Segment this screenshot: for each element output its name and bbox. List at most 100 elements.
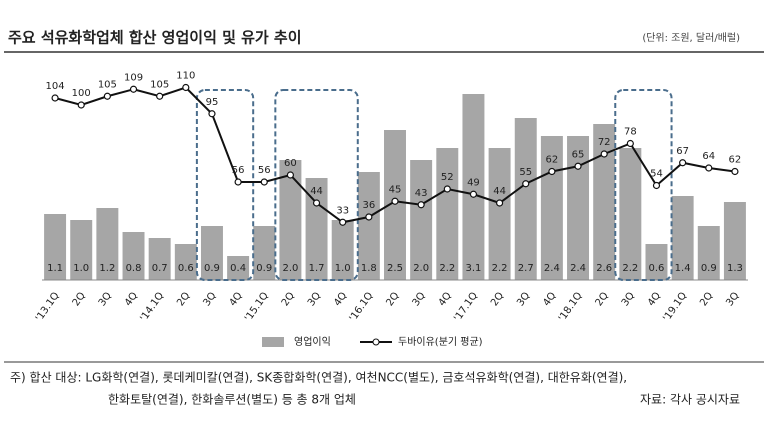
line-marker [652,181,661,190]
bar [410,160,433,280]
line-label: 56 [232,165,245,176]
bar [70,220,93,280]
line-label: 43 [415,188,428,199]
x-tick-label: 4Q [332,290,349,308]
x-tick-label: '16.1Q [348,290,376,323]
x-tick-label: 2Q [489,290,506,308]
highlight-box [195,89,255,281]
line-label: 36 [362,200,375,211]
bar-label: 2.2 [439,263,455,274]
bar-label: 0.7 [152,263,168,274]
line-marker [391,197,399,205]
bar-label: 1.3 [727,263,743,274]
x-tick-label: 3Q [724,290,741,308]
line-marker [417,201,425,209]
bar [567,136,590,280]
x-tick-label: 2Q [175,290,192,308]
bar-label: 2.2 [622,263,638,274]
line-marker [286,171,295,179]
line-label: 60 [284,158,297,169]
bar [305,178,328,280]
line-marker [208,110,216,118]
line-marker [705,164,713,172]
bar-label: 3.1 [465,263,481,274]
line-label: 44 [310,186,323,197]
bar [540,136,563,280]
line-label: 64 [702,151,715,162]
bar [148,238,171,280]
bar [44,214,67,280]
bar [253,226,276,280]
legend-swatch [262,337,284,347]
line-label: 104 [46,81,65,92]
bar-label: 0.4 [230,263,246,274]
bar-label: 2.4 [570,263,586,274]
x-tick-label: 4Q [541,290,558,308]
bar-label: 1.1 [47,263,63,274]
line-label: 105 [150,79,169,90]
bar-label: 1.0 [73,263,89,274]
x-tick-label: 4Q [646,290,663,308]
x-tick-label: 2Q [594,290,611,308]
unit-note: (단위: 조원, 달러/배럴) [642,31,740,44]
line-label: 105 [98,79,117,90]
line-marker [443,185,451,193]
highlight-box [614,89,673,281]
line-label: 67 [676,146,689,157]
line-label: 110 [176,71,195,82]
bar-label: 1.2 [99,263,115,274]
x-tick-label: 3Q [515,290,532,308]
bar-label: 1.7 [309,263,325,274]
bar [122,232,145,280]
line-marker [679,159,687,167]
bar-label: 2.0 [282,263,298,274]
bar [593,124,616,280]
bar-label: 0.6 [649,263,665,274]
line-marker [182,83,190,92]
line-label: 78 [624,127,637,138]
x-tick-label: 3Q [411,290,428,308]
bar [331,220,354,280]
legend-label: 영업이익 [294,335,331,348]
x-tick-label: 2Q [71,290,88,308]
chart-title: 주요 석유화학업체 합산 영업이익 및 유가 추이 [8,29,302,47]
bar [174,244,197,280]
line-label: 62 [546,155,559,166]
bar-label: 2.0 [413,263,429,274]
bar [279,160,302,280]
line-label: 72 [598,137,611,148]
bar [697,226,720,280]
footnote: 한화토탈(연결), 한화솔루션(별도) 등 총 8개 업체 [108,393,356,407]
line-marker [103,92,111,100]
bar [200,226,223,280]
bar-label: 0.9 [204,263,220,274]
line-marker [626,139,634,148]
legend-marker [372,338,380,346]
line-label: 95 [206,97,219,108]
highlight-box [274,89,359,281]
line-label: 33 [336,205,349,216]
bar-label: 1.4 [675,263,691,274]
line-marker [574,162,582,170]
line-label: 56 [258,165,271,176]
line-marker [129,85,138,93]
x-tick-label: '15.1Q [243,290,271,323]
x-tick-label: 3Q [201,290,218,308]
bar-label: 2.2 [492,263,508,274]
bar-label: 1.8 [361,263,377,274]
x-tick-label: 3Q [306,290,323,308]
line-marker [522,180,530,188]
x-tick-label: '17.1Q [452,290,480,323]
legend-label: 두바이유(분기 평균) [398,336,483,348]
bar-label: 0.8 [126,263,142,274]
bar [645,244,668,280]
line-marker [77,101,85,109]
bar [96,208,119,280]
bar-label: 2.5 [387,263,403,274]
bar [514,118,537,280]
bar-label: 2.4 [544,263,560,274]
line-marker [156,92,164,100]
line-label: 45 [389,184,402,195]
bar [619,148,642,280]
